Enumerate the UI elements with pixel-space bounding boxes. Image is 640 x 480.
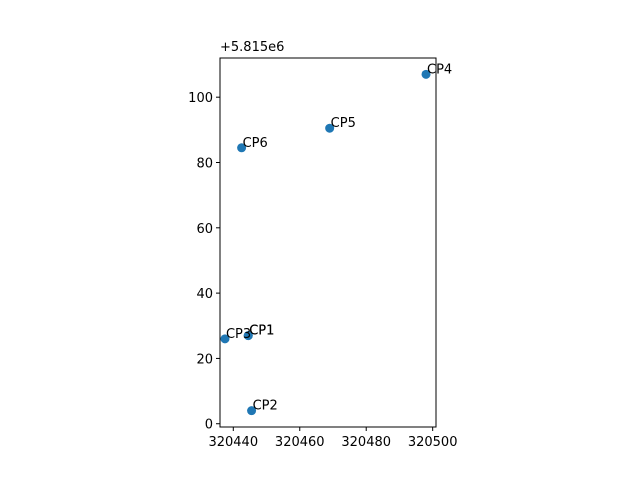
axes: 320440 320460 320480 320500 0 20 40 60 80 100 [188, 57, 458, 450]
point-label: CP1 [249, 324, 274, 339]
data-point [243, 331, 253, 341]
plot-frame [219, 57, 437, 428]
point-label: CP5 [331, 116, 356, 131]
data-point [421, 69, 431, 79]
y-tick-label: 40 [196, 287, 213, 302]
y-tick-label: 0 [205, 418, 213, 433]
data-point [237, 143, 247, 153]
y-tick-label: 20 [196, 352, 213, 367]
data-point [325, 123, 335, 133]
x-tick-label: 320440 [208, 435, 258, 450]
point-label: CP2 [253, 399, 278, 414]
point-label: CP1 [249, 324, 274, 339]
point-label: CP4 [427, 62, 452, 77]
y-axis-offset-label: +5.815e6 [220, 40, 284, 55]
point-label: CP6 [243, 136, 268, 151]
x-tick-label: 320460 [275, 435, 325, 450]
y-tick-label: 80 [196, 156, 213, 171]
data-point [220, 334, 230, 344]
point-label: CP3 [226, 327, 251, 342]
data-point [247, 406, 257, 416]
y-tick-label: 100 [188, 91, 213, 106]
x-tick-label: 320480 [341, 435, 391, 450]
y-tick-label: 60 [196, 222, 213, 237]
x-tick-label: 320500 [408, 435, 458, 450]
